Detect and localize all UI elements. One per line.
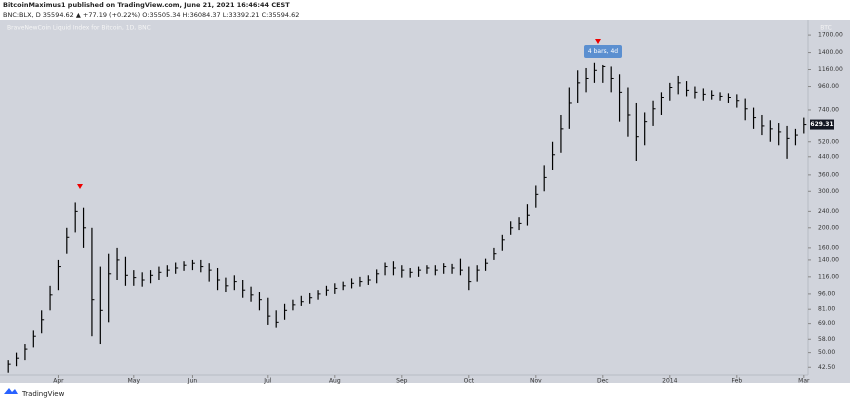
y-tick-label: 140.00 (818, 256, 839, 263)
logo (4, 388, 18, 394)
brand: TradingView (21, 390, 65, 398)
y-tick-label: 116.00 (818, 273, 839, 280)
x-tick-label: Nov (530, 378, 542, 385)
y-tick-label: 1400.00 (818, 49, 843, 56)
y-tick-label: 50.00 (818, 349, 835, 356)
y-tick-label: 440.00 (818, 153, 839, 160)
last-price-label: 629.31 (810, 121, 833, 128)
x-tick-label: May (128, 378, 141, 385)
x-tick-label: Jul (263, 378, 272, 385)
y-tick-label: 58.00 (818, 336, 835, 343)
annotation-box (584, 45, 622, 58)
y-tick-label: 360.00 (818, 171, 839, 178)
x-tick-label: Sep (396, 378, 408, 385)
y-tick-label: 520.00 (818, 138, 839, 145)
y-tick-label: 96.00 (818, 290, 835, 297)
y-tick-label: 1700.00 (818, 32, 843, 39)
x-tick-label: Mar (798, 378, 810, 385)
x-tick-label: Apr (53, 378, 64, 385)
x-tick-label: 2014 (662, 378, 677, 385)
y-tick-label: 740.00 (818, 106, 839, 113)
y-tick-label: 960.00 (818, 83, 839, 90)
chart-title: BraveNewCoin Liquid Index for Bitcoin, 1… (7, 25, 151, 32)
y-tick-label: 240.00 (818, 208, 839, 215)
y-tick-label: 300.00 (818, 188, 839, 195)
marker (595, 39, 601, 44)
y-tick-label: 200.00 (818, 224, 839, 231)
chart-background (0, 20, 850, 383)
x-tick-label: Feb (732, 378, 743, 385)
x-tick-label: Dec (597, 378, 609, 385)
x-tick-label: Aug (329, 378, 341, 385)
x-tick-label: Jun (187, 378, 198, 385)
y-tick-label: 160.00 (818, 244, 839, 251)
y-tick-label: 1160.00 (818, 66, 843, 73)
x-tick-label: Oct (464, 378, 475, 385)
publisher: BitcoinMaximus1 published on TradingView… (3, 1, 290, 9)
y-tick-label: 69.00 (818, 320, 835, 327)
y-tick-label: 81.00 (818, 306, 835, 313)
annotation: 4 bars, 4d (588, 48, 618, 55)
footer-background (0, 383, 850, 403)
marker (77, 184, 83, 189)
y-tick-label: 42.50 (818, 364, 835, 371)
last-price-box (810, 119, 834, 130)
symbol-line: BNC:BLX, D 35594.62 ▲ +77.19 (+0.22%) O:… (3, 11, 299, 19)
unit-label: BTC (820, 25, 832, 32)
